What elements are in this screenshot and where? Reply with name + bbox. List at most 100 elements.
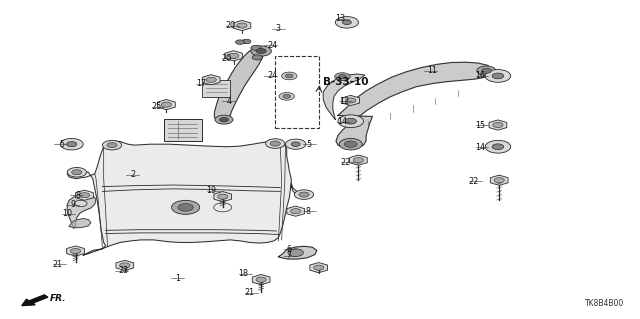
Polygon shape xyxy=(202,75,220,85)
Circle shape xyxy=(236,40,244,44)
Circle shape xyxy=(294,190,314,199)
Text: 19: 19 xyxy=(206,186,216,195)
Circle shape xyxy=(256,277,266,282)
Circle shape xyxy=(314,265,324,270)
Text: 18: 18 xyxy=(238,269,248,278)
Text: 8: 8 xyxy=(306,207,311,216)
Circle shape xyxy=(288,249,303,256)
Circle shape xyxy=(72,170,82,175)
Text: 12: 12 xyxy=(339,97,349,106)
Circle shape xyxy=(74,200,87,207)
Circle shape xyxy=(342,20,351,25)
Text: FR.: FR. xyxy=(50,294,67,303)
Circle shape xyxy=(218,194,228,199)
Circle shape xyxy=(270,141,280,146)
Polygon shape xyxy=(342,95,360,106)
Polygon shape xyxy=(67,195,96,228)
Circle shape xyxy=(279,93,294,100)
Circle shape xyxy=(161,102,172,107)
Circle shape xyxy=(339,75,346,78)
Text: 5: 5 xyxy=(306,140,311,149)
Polygon shape xyxy=(287,206,305,216)
Polygon shape xyxy=(214,191,232,202)
Text: 17: 17 xyxy=(196,79,206,88)
Polygon shape xyxy=(489,120,507,130)
Polygon shape xyxy=(310,263,328,273)
Circle shape xyxy=(178,204,193,211)
Text: 22: 22 xyxy=(468,177,479,186)
Text: 20: 20 xyxy=(221,54,232,63)
Text: B-33-10: B-33-10 xyxy=(323,77,369,87)
Circle shape xyxy=(339,138,362,150)
Circle shape xyxy=(299,192,309,197)
Circle shape xyxy=(70,249,81,254)
Circle shape xyxy=(493,122,503,128)
Circle shape xyxy=(283,94,291,98)
Circle shape xyxy=(494,178,504,183)
FancyArrow shape xyxy=(22,295,48,306)
Circle shape xyxy=(353,158,364,163)
Circle shape xyxy=(79,193,90,198)
Circle shape xyxy=(492,144,504,150)
Text: 14: 14 xyxy=(337,117,347,126)
Text: 24: 24 xyxy=(268,41,278,50)
Circle shape xyxy=(215,115,233,124)
Polygon shape xyxy=(490,175,508,185)
Polygon shape xyxy=(67,141,308,255)
Circle shape xyxy=(67,167,86,177)
FancyBboxPatch shape xyxy=(164,119,202,141)
Circle shape xyxy=(120,263,130,268)
Text: 11: 11 xyxy=(428,66,438,75)
Text: 21: 21 xyxy=(244,288,255,297)
Circle shape xyxy=(344,141,357,147)
Polygon shape xyxy=(76,190,93,200)
Circle shape xyxy=(492,73,504,79)
Circle shape xyxy=(237,23,247,28)
Polygon shape xyxy=(225,51,243,61)
Polygon shape xyxy=(252,274,270,285)
Text: 8: 8 xyxy=(75,191,80,200)
Text: 25: 25 xyxy=(151,102,161,111)
Text: 9: 9 xyxy=(70,200,76,209)
Circle shape xyxy=(338,115,364,128)
Polygon shape xyxy=(116,260,134,271)
Circle shape xyxy=(228,53,239,58)
FancyBboxPatch shape xyxy=(202,80,230,97)
Circle shape xyxy=(291,142,300,146)
Circle shape xyxy=(172,200,200,214)
Polygon shape xyxy=(67,246,84,256)
Circle shape xyxy=(67,142,77,147)
Circle shape xyxy=(345,118,356,124)
Circle shape xyxy=(102,140,122,150)
Text: 22: 22 xyxy=(340,158,351,167)
Circle shape xyxy=(335,17,358,28)
Polygon shape xyxy=(323,74,365,120)
Circle shape xyxy=(477,66,496,76)
Text: 24: 24 xyxy=(268,71,278,80)
Polygon shape xyxy=(278,246,317,259)
Text: 15: 15 xyxy=(475,121,485,130)
Circle shape xyxy=(266,139,285,148)
Circle shape xyxy=(485,70,511,82)
Circle shape xyxy=(346,98,356,103)
Bar xyxy=(275,56,319,128)
Circle shape xyxy=(60,138,83,150)
Text: 10: 10 xyxy=(61,209,72,218)
Circle shape xyxy=(282,72,297,80)
Text: 5: 5 xyxy=(59,140,64,149)
Text: 21: 21 xyxy=(52,260,63,269)
Text: 1: 1 xyxy=(175,274,180,283)
Text: 3: 3 xyxy=(275,24,280,33)
Text: TK8B4B00: TK8B4B00 xyxy=(585,299,624,308)
Circle shape xyxy=(335,73,350,80)
Circle shape xyxy=(252,55,262,60)
Text: 20: 20 xyxy=(225,21,236,30)
Text: 2: 2 xyxy=(131,170,136,179)
Circle shape xyxy=(242,39,251,44)
Polygon shape xyxy=(214,48,264,122)
Text: 13: 13 xyxy=(335,14,346,23)
Circle shape xyxy=(285,139,306,149)
Circle shape xyxy=(251,45,261,50)
Text: 6: 6 xyxy=(287,245,292,254)
Polygon shape xyxy=(233,20,251,31)
